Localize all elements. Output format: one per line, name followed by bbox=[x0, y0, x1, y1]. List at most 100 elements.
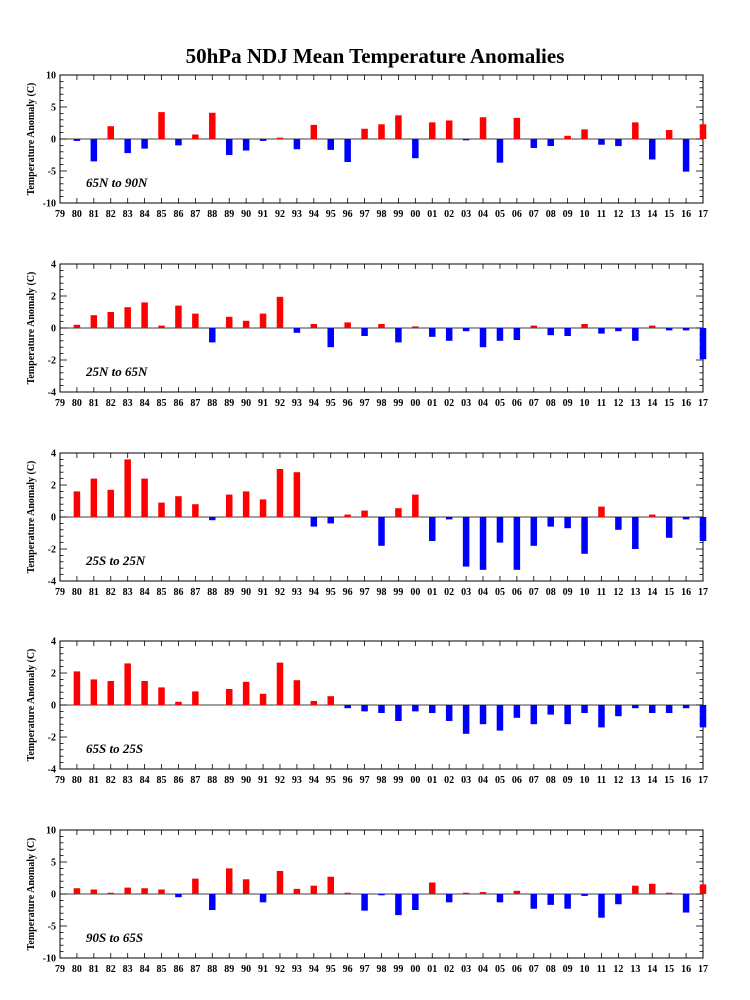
bar-12 bbox=[615, 894, 622, 905]
x-tick-label: 07 bbox=[529, 398, 539, 409]
bar-16 bbox=[682, 517, 690, 520]
x-tick-label: 13 bbox=[630, 775, 640, 786]
x-tick-label: 79 bbox=[55, 209, 65, 220]
x-tick-label: 79 bbox=[55, 775, 65, 786]
x-tick-label: 07 bbox=[529, 587, 539, 598]
bar-97 bbox=[361, 510, 368, 517]
x-tick-label: 85 bbox=[157, 587, 167, 598]
y-tick-label: 0 bbox=[51, 324, 56, 335]
bar-98 bbox=[378, 894, 385, 896]
x-tick-label: 90 bbox=[241, 398, 251, 409]
bar-14 bbox=[648, 139, 656, 160]
x-tick-label: 79 bbox=[55, 964, 65, 975]
bar-84 bbox=[141, 302, 148, 328]
bar-06 bbox=[513, 117, 521, 139]
bar-88 bbox=[209, 112, 216, 139]
bar-91 bbox=[259, 693, 267, 705]
bar-80 bbox=[73, 671, 81, 705]
bar-81 bbox=[90, 315, 98, 328]
y-tick-label: -10 bbox=[43, 199, 56, 210]
x-tick-label: 06 bbox=[512, 398, 522, 409]
x-tick-label: 98 bbox=[377, 398, 387, 409]
y-axis-label: Temperature Anomaly (C) bbox=[26, 838, 37, 951]
x-tick-label: 03 bbox=[461, 964, 471, 975]
bar-91 bbox=[259, 894, 267, 903]
bar-84 bbox=[141, 681, 148, 705]
x-tick-label: 05 bbox=[495, 209, 505, 220]
x-tick-label: 10 bbox=[580, 964, 590, 975]
bar-14 bbox=[648, 883, 656, 894]
x-tick-label: 84 bbox=[140, 398, 150, 409]
bar-16 bbox=[682, 139, 690, 172]
y-axis-label: Temperature Anomaly (C) bbox=[26, 272, 37, 385]
x-tick-label: 17 bbox=[698, 398, 708, 409]
bar-92 bbox=[276, 469, 284, 517]
bar-06 bbox=[513, 890, 521, 894]
bar-06 bbox=[513, 328, 521, 340]
bar-12 bbox=[615, 139, 622, 147]
bar-92 bbox=[276, 137, 284, 139]
x-tick-label: 16 bbox=[681, 775, 691, 786]
x-tick-label: 16 bbox=[681, 209, 691, 220]
y-tick-label: 5 bbox=[51, 858, 56, 869]
bar-89 bbox=[225, 689, 233, 705]
x-tick-label: 08 bbox=[546, 587, 556, 598]
bar-07 bbox=[530, 894, 538, 909]
bar-83 bbox=[124, 307, 131, 328]
bar-99 bbox=[395, 328, 402, 343]
x-tick-label: 84 bbox=[140, 587, 150, 598]
x-tick-label: 11 bbox=[597, 209, 606, 220]
x-tick-label: 00 bbox=[410, 964, 420, 975]
bar-00 bbox=[412, 705, 419, 712]
bar-14 bbox=[648, 514, 656, 517]
x-tick-label: 07 bbox=[529, 209, 539, 220]
bar-90 bbox=[242, 491, 250, 517]
bar-88 bbox=[209, 517, 216, 521]
bar-05 bbox=[496, 328, 504, 341]
bar-82 bbox=[107, 126, 115, 139]
bar-87 bbox=[192, 504, 199, 517]
x-tick-label: 82 bbox=[106, 775, 116, 786]
bar-85 bbox=[158, 687, 165, 705]
bar-02 bbox=[445, 120, 453, 139]
x-tick-label: 87 bbox=[190, 587, 200, 598]
x-tick-label: 01 bbox=[427, 587, 437, 598]
bar-13 bbox=[632, 517, 639, 549]
bar-83 bbox=[124, 887, 131, 894]
x-tick-label: 95 bbox=[326, 587, 336, 598]
bar-94 bbox=[310, 517, 318, 527]
x-tick-label: 95 bbox=[326, 964, 336, 975]
bar-15 bbox=[665, 328, 673, 331]
x-tick-label: 87 bbox=[190, 775, 200, 786]
bar-15 bbox=[665, 892, 673, 894]
x-tick-label: 11 bbox=[597, 775, 606, 786]
bar-10 bbox=[581, 324, 588, 328]
x-tick-label: 08 bbox=[546, 398, 556, 409]
bar-16 bbox=[682, 705, 690, 709]
region-label: 25N to 65N bbox=[85, 364, 148, 379]
y-tick-label: -2 bbox=[48, 545, 56, 556]
bar-85 bbox=[158, 325, 165, 328]
bar-01 bbox=[429, 328, 436, 337]
x-tick-label: 07 bbox=[529, 775, 539, 786]
bar-04 bbox=[479, 892, 487, 894]
x-tick-label: 99 bbox=[393, 209, 403, 220]
bar-01 bbox=[429, 122, 436, 139]
bar-89 bbox=[225, 139, 233, 155]
bar-99 bbox=[395, 894, 402, 916]
bar-16 bbox=[682, 328, 690, 331]
bar-03 bbox=[462, 328, 470, 332]
x-tick-label: 99 bbox=[393, 964, 403, 975]
x-tick-label: 85 bbox=[157, 775, 167, 786]
bar-10 bbox=[581, 894, 588, 896]
bar-16 bbox=[682, 894, 690, 913]
bar-09 bbox=[564, 135, 571, 139]
bar-13 bbox=[632, 885, 639, 894]
x-tick-label: 15 bbox=[664, 964, 674, 975]
x-tick-label: 10 bbox=[580, 775, 590, 786]
x-tick-label: 92 bbox=[275, 398, 285, 409]
bar-95 bbox=[327, 328, 334, 348]
bar-85 bbox=[158, 889, 165, 894]
